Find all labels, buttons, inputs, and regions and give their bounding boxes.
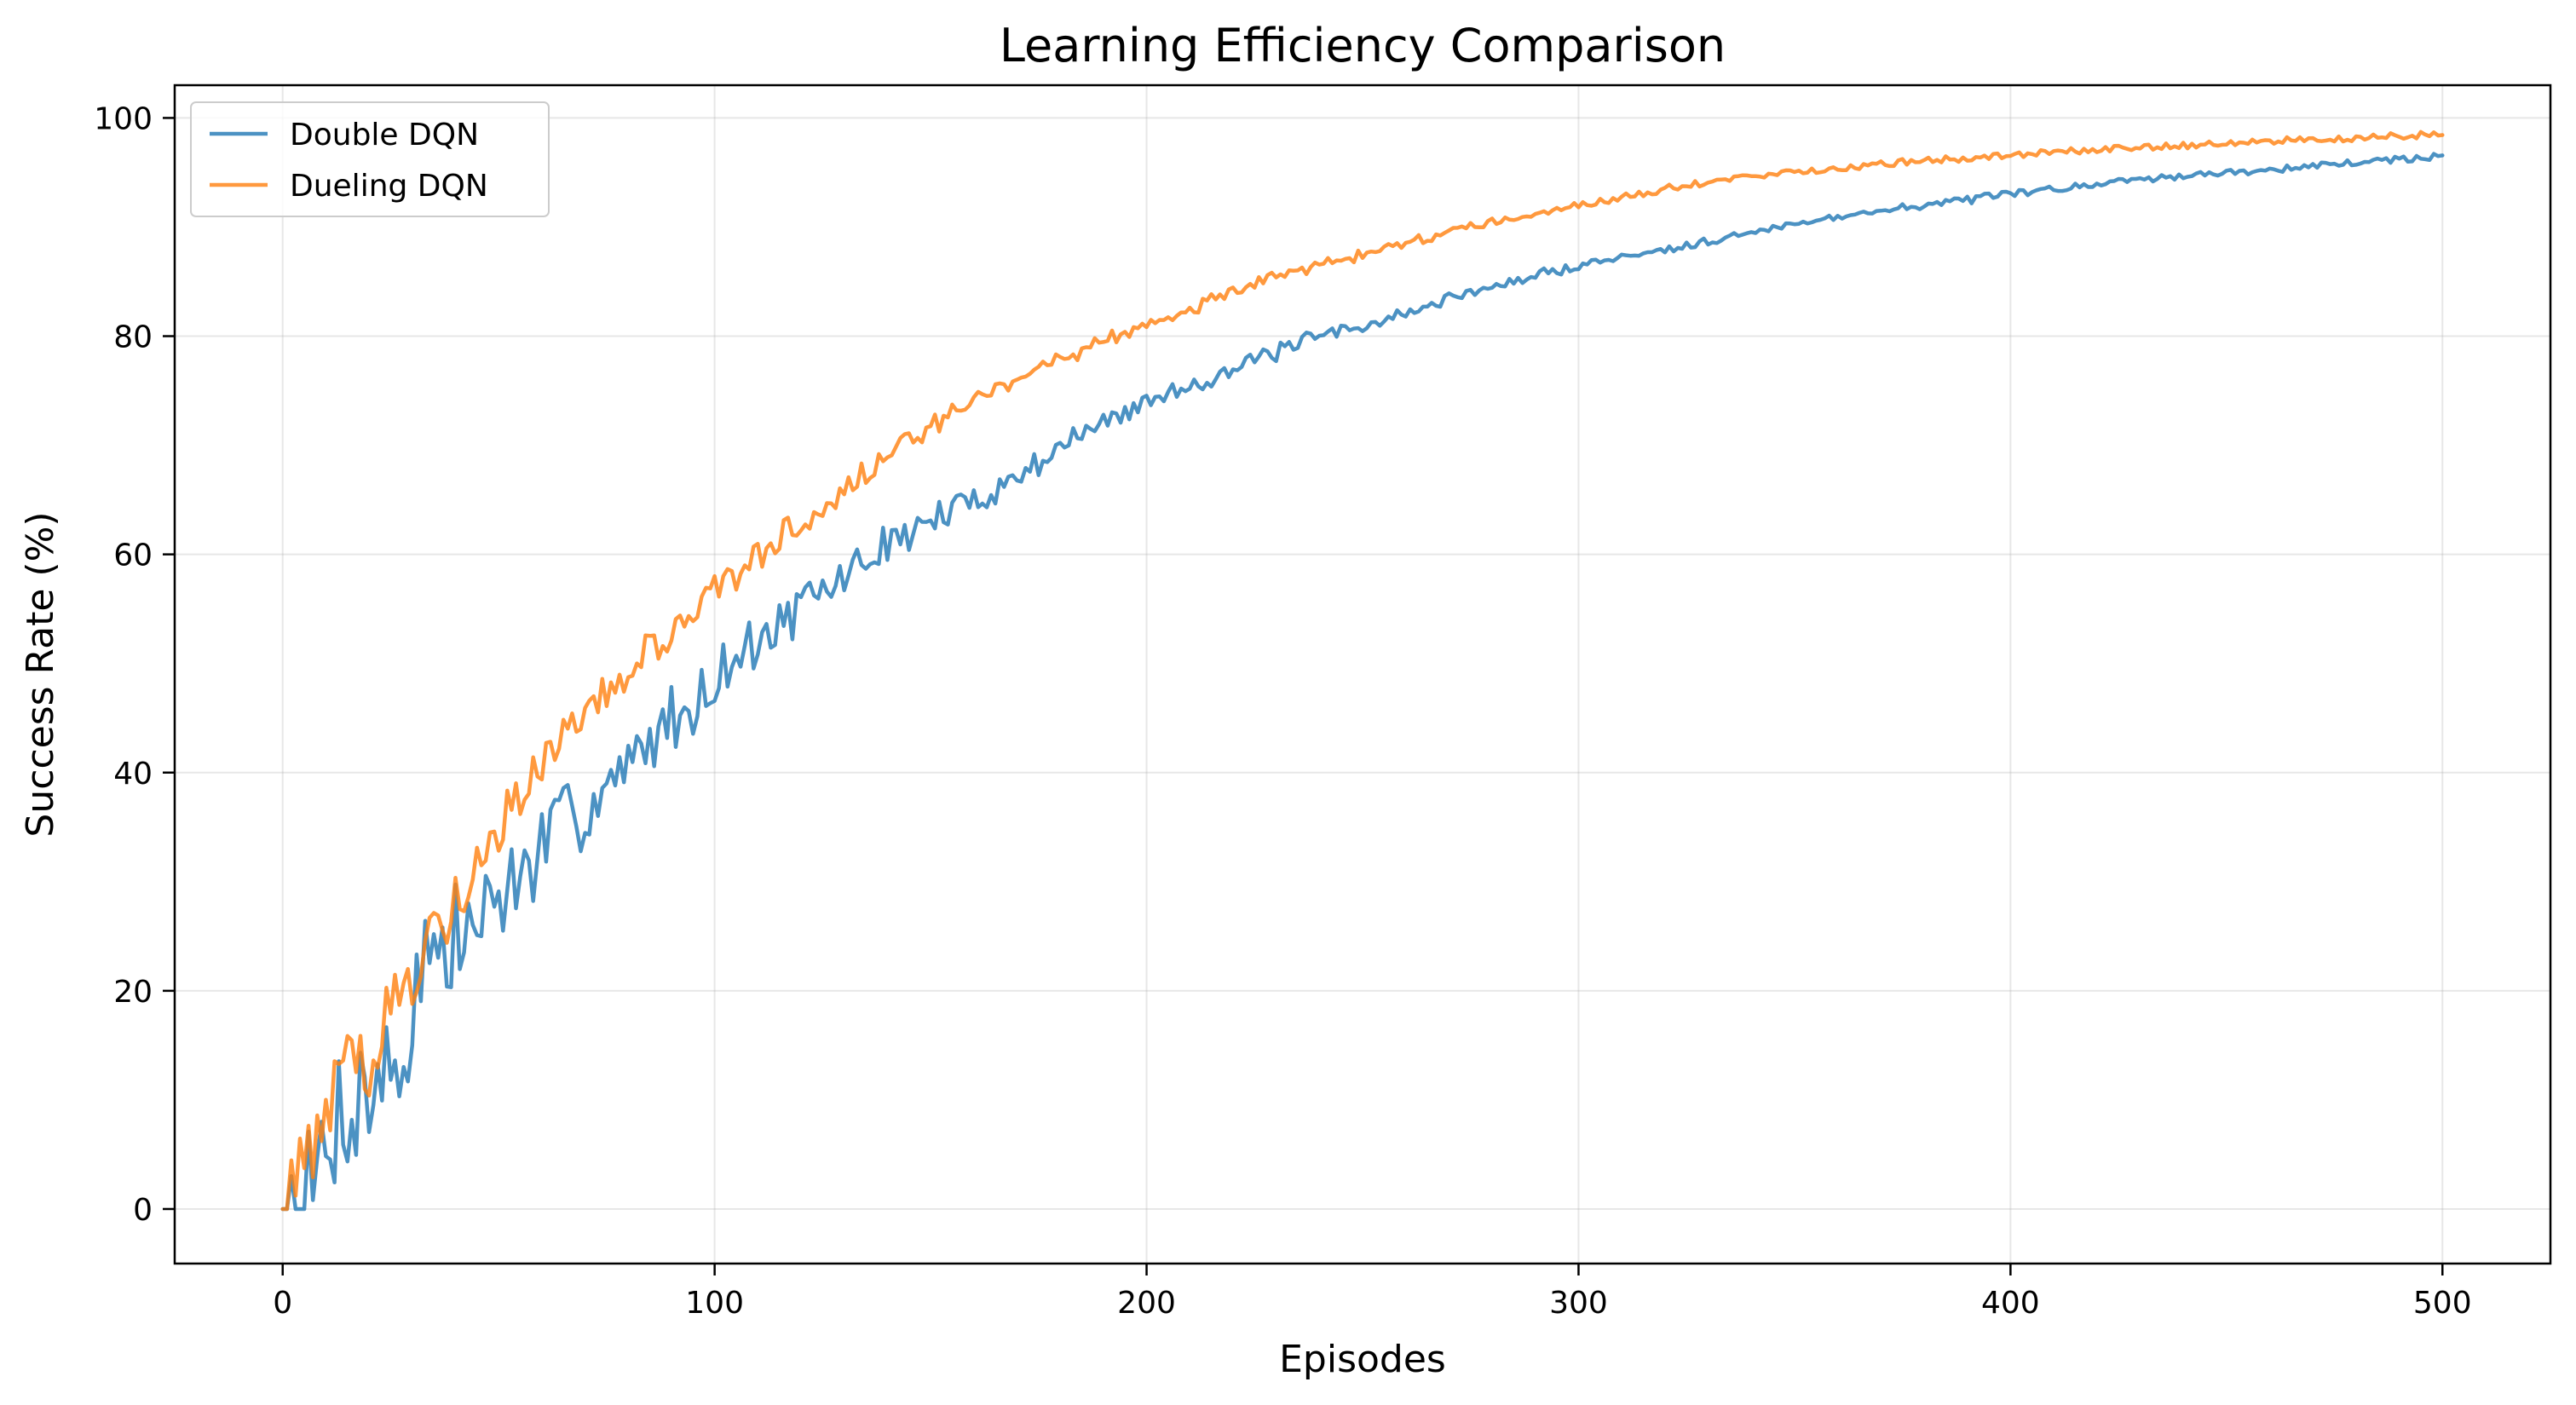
- y-tick-label: 0: [133, 1193, 153, 1228]
- x-tick-label: 100: [685, 1286, 744, 1321]
- y-tick-label: 100: [94, 101, 153, 136]
- grid: [175, 85, 2550, 1264]
- ticks: 0 100 200 300 400 500 0 20 40 60 80 100: [94, 101, 2471, 1321]
- series-line-double-dqn: [280, 152, 2445, 1212]
- chart-title: Learning Efficiency Comparison: [1000, 19, 1726, 72]
- y-tick-label: 20: [113, 975, 153, 1010]
- y-tick-label: 80: [113, 320, 153, 355]
- y-axis-label: Success Rate (%): [19, 511, 62, 837]
- x-tick-label: 500: [2413, 1286, 2472, 1321]
- legend: Double DQN Dueling DQN: [190, 101, 550, 217]
- axes-frame: [173, 83, 2552, 1265]
- y-tick-label: 40: [113, 757, 153, 792]
- x-tick-label: 400: [1981, 1286, 2040, 1321]
- legend-box: [190, 101, 550, 217]
- legend-label-dueling-dqn: Dueling DQN: [290, 169, 488, 204]
- series-line-dueling-dqn: [280, 130, 2445, 1212]
- x-tick-label: 300: [1549, 1286, 1608, 1321]
- series-lines: [280, 130, 2445, 1212]
- legend-label-double-dqn: Double DQN: [290, 118, 479, 153]
- x-tick-label: 200: [1117, 1286, 1176, 1321]
- x-tick-label: 0: [273, 1286, 292, 1321]
- y-tick-label: 60: [113, 538, 153, 573]
- x-axis-label: Episodes: [1279, 1338, 1446, 1381]
